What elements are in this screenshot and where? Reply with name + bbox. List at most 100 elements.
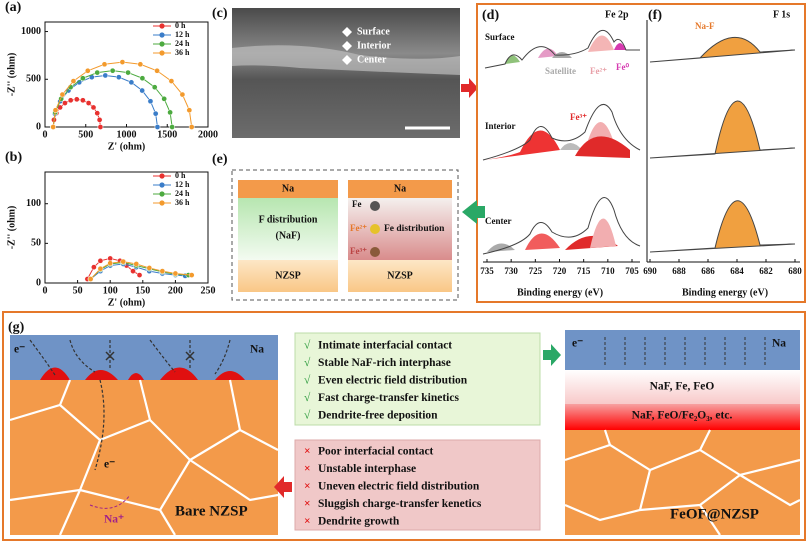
point: [115, 74, 122, 81]
y-tick-label: 500: [26, 74, 41, 85]
point: [186, 107, 193, 114]
xps-frame: [476, 3, 806, 303]
point: [172, 270, 179, 277]
check-icon: √: [304, 409, 311, 422]
x-tick-label: 725: [529, 266, 543, 276]
y-tick-label: 1000: [21, 26, 41, 37]
metal-label: Na: [250, 344, 264, 356]
point: [137, 61, 144, 68]
panel-label: (g): [8, 320, 25, 335]
point: [59, 91, 66, 98]
list-item: Sluggish charge-transfer kenetics: [318, 498, 482, 510]
point: [179, 91, 186, 98]
metal-label: Na: [772, 338, 786, 350]
interphase: [565, 370, 800, 404]
x-tick-label: 1500: [157, 129, 177, 140]
sem-label: Surface: [357, 26, 390, 37]
panel-label: (a): [5, 0, 22, 15]
point: [154, 124, 161, 130]
annotation: Na-F: [695, 21, 715, 31]
legend-label: 24 h: [175, 39, 190, 48]
point: [128, 79, 135, 86]
plot-frame: [44, 171, 209, 284]
check-icon: √: [304, 339, 311, 352]
annotation: Fe³⁺: [570, 112, 587, 122]
x-tick-label: 100: [103, 285, 118, 296]
layer-label: NZSP: [275, 270, 301, 281]
point: [84, 67, 91, 74]
species: Fe²⁺: [350, 223, 367, 233]
check-icon: √: [304, 356, 311, 369]
point: [147, 98, 154, 105]
layer-label: NaF, Fe, FeO: [650, 381, 715, 393]
point: [91, 264, 97, 270]
point: [151, 84, 158, 91]
x-tick-label: 2000: [198, 129, 218, 140]
point: [80, 75, 86, 82]
arrow: [274, 476, 292, 498]
x-tick-label: 0: [43, 285, 48, 296]
point: [167, 109, 173, 116]
species: Fe³⁺: [350, 246, 367, 256]
panel-label: (d): [482, 8, 499, 23]
point: [62, 100, 68, 106]
sample-name: FeOF@NZSP: [670, 506, 759, 522]
point: [146, 265, 153, 271]
x-tick-label: 680: [788, 266, 802, 276]
y-tick-label: 0: [36, 277, 41, 288]
panel-label: (c): [212, 6, 228, 21]
point: [188, 124, 195, 130]
y-tick-label: 0: [36, 121, 41, 132]
x-tick-label: 735: [480, 266, 494, 276]
legend-marker: [159, 50, 165, 56]
symbol: e⁻: [14, 344, 25, 356]
advantages-box: [294, 332, 541, 426]
list-item: Dendrite growth: [318, 516, 400, 528]
x-tick-label: 0: [43, 129, 48, 140]
legend-label: 36 h: [175, 48, 190, 57]
cross-icon: ×: [304, 481, 311, 493]
layer-label: F distribution: [259, 214, 318, 225]
y-tick-label: 50: [31, 238, 41, 249]
point: [80, 97, 86, 104]
x-tick-label: 686: [701, 266, 715, 276]
point: [102, 72, 109, 79]
panel-label: (b): [5, 150, 22, 165]
problems-box: [294, 439, 541, 531]
check-icon: √: [304, 391, 311, 404]
point: [107, 260, 114, 267]
panel-label: (e): [212, 152, 228, 167]
arrow: [543, 344, 561, 366]
legend-label: 12 h: [175, 30, 190, 39]
point: [97, 265, 104, 272]
blocked-marks: [105, 351, 195, 361]
point: [73, 96, 80, 103]
list-item: Unstable interphase: [318, 463, 416, 475]
spectra: [482, 30, 796, 255]
x-tick-label: 50: [73, 285, 83, 296]
point: [169, 124, 175, 130]
point: [97, 124, 104, 130]
layer: [238, 260, 338, 292]
layer-label: NaF, FeO/Fe₂O₃, etc.: [632, 410, 733, 422]
point: [119, 59, 126, 65]
arrow: [461, 78, 478, 98]
x-tick-label: 682: [759, 266, 773, 276]
arrow: [462, 200, 485, 224]
point: [109, 67, 116, 74]
point: [101, 61, 108, 68]
cross-icon: ×: [304, 446, 311, 458]
dendrites: [40, 367, 245, 380]
layer-label: Fe distribution: [384, 224, 445, 234]
legend-label: 36 h: [175, 198, 190, 207]
grain-boundaries: [9, 379, 279, 536]
x-tick-label: 500: [78, 129, 93, 140]
x-axis-label: Z' (ohm): [108, 297, 146, 308]
point: [154, 67, 160, 74]
row-label: Center: [485, 216, 512, 226]
point: [107, 255, 114, 262]
legend-label: 0 h: [175, 171, 186, 180]
y-axis-label: -Z'' (ohm): [6, 53, 17, 97]
annotation: Satellite: [545, 66, 576, 76]
layer: [348, 198, 452, 260]
